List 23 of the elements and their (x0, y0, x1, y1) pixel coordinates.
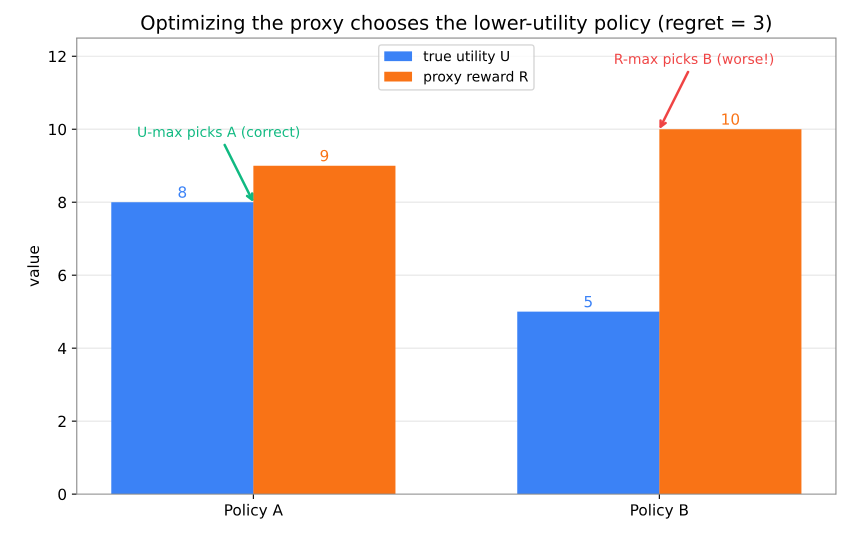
y-tick-label: 8 (58, 196, 66, 208)
chart-title: Optimizing the proxy chooses the lower-utility policy (regret = 3) (141, 14, 771, 34)
x-tick-label: Policy A (225, 504, 283, 519)
bar (253, 166, 396, 494)
bar (659, 129, 802, 494)
annotation: R-max picks B (worse!) (615, 53, 774, 67)
legend-label: proxy reward R (424, 70, 528, 84)
data-label: 5 (584, 296, 592, 308)
legend-label: true utility U (424, 50, 509, 64)
data-label: 8 (178, 186, 186, 198)
y-tick-label: 12 (49, 50, 66, 62)
y-tick-label: 0 (58, 488, 66, 500)
bar (111, 202, 254, 494)
y-tick-label: 2 (58, 416, 66, 427)
y-tick-label: 4 (58, 342, 66, 354)
y-tick-label: 6 (58, 270, 66, 282)
y-axis-title: value (27, 246, 40, 286)
annotation: U-max picks A (correct) (138, 126, 300, 140)
bar (517, 312, 660, 494)
data-label: 9 (320, 150, 328, 162)
y-tick-label: 10 (49, 124, 66, 136)
data-label: 10 (722, 113, 740, 125)
x-tick-label: Policy B (631, 504, 688, 519)
